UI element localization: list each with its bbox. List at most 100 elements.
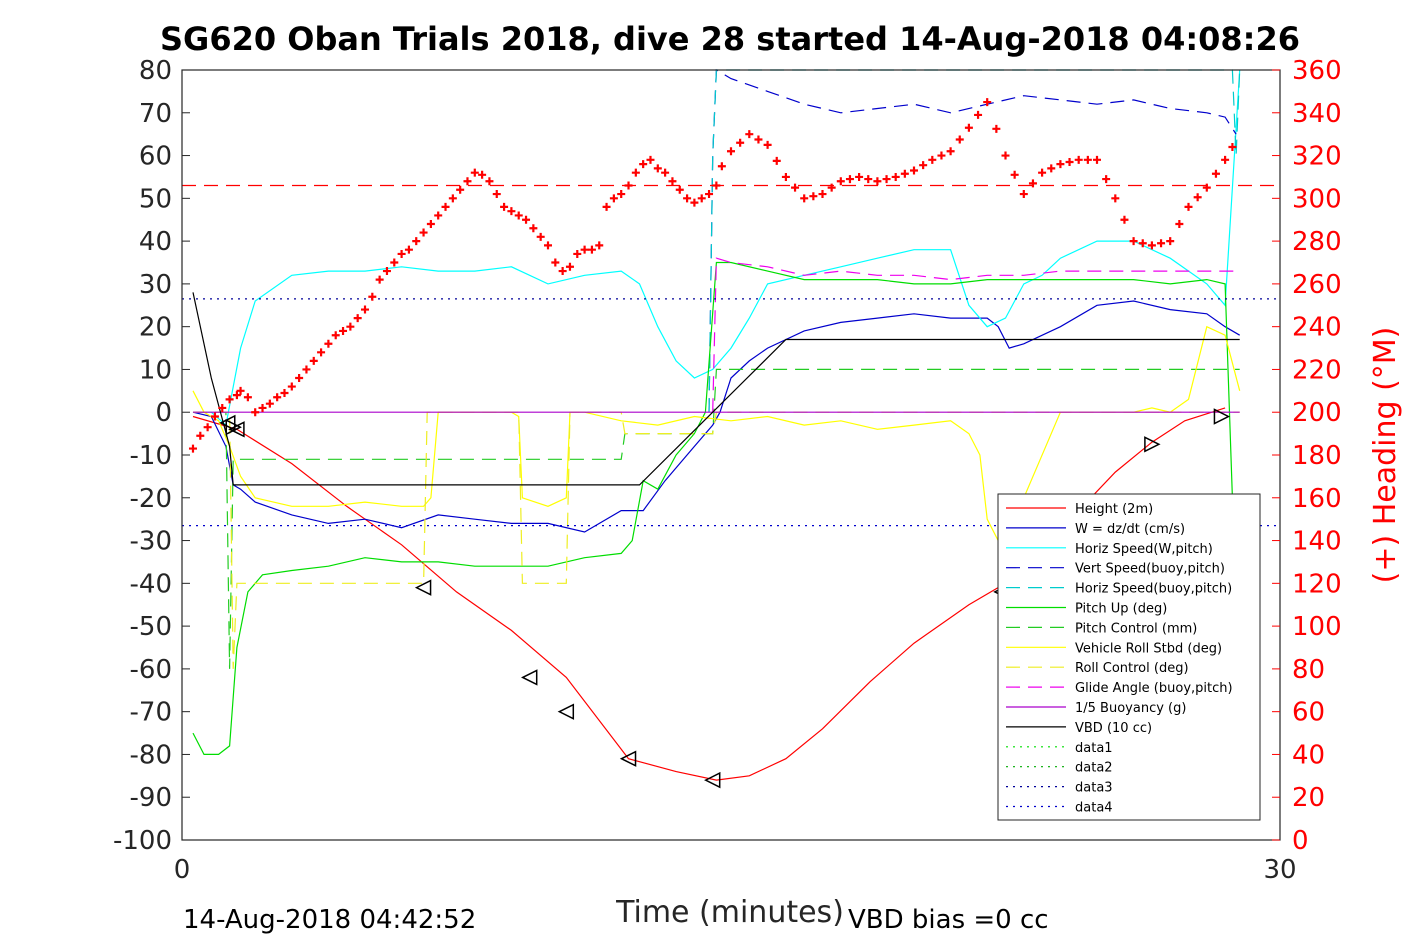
- heading-point-69: [690, 198, 699, 207]
- heading-point-56: [595, 241, 604, 250]
- heading-point-15: [295, 374, 304, 382]
- heading-point-30: [404, 245, 413, 254]
- legend-label-9: Glide Angle (buoy,pitch): [1075, 681, 1233, 696]
- heading-point-8: [243, 393, 252, 402]
- heading-point-82: [800, 194, 809, 203]
- heading-point-81: [791, 183, 800, 192]
- heading-point-23: [353, 314, 362, 323]
- turn-marker-3: [521, 669, 538, 686]
- plot-area: [182, 68, 1280, 781]
- heading-point-88: [855, 172, 864, 181]
- heading-point-47: [529, 224, 538, 233]
- legend-label-15: data4: [1075, 801, 1113, 816]
- heading-point-90: [873, 177, 882, 186]
- turn-marker-8: [1144, 436, 1161, 453]
- chart-title: SG620 Oban Trials 2018, dive 28 started …: [160, 20, 1300, 58]
- heading-point-33: [426, 220, 435, 228]
- right-tick-label-8: 200: [1292, 398, 1342, 428]
- heading-point-9: [251, 408, 260, 417]
- heading-point-70: [697, 194, 706, 203]
- heading-point-11: [265, 399, 274, 408]
- heading-point-120: [1147, 241, 1156, 250]
- heading-point-39: [470, 168, 479, 177]
- heading-point-34: [434, 211, 443, 220]
- right-tick-label-1: 340: [1292, 99, 1342, 129]
- heading-point-41: [485, 177, 494, 186]
- heading-markers: [188, 98, 1237, 453]
- left-tick-label-8: 0: [155, 398, 172, 428]
- heading-point-80: [781, 172, 790, 181]
- heading-point-125: [1193, 193, 1202, 202]
- footer-vbd-bias: VBD bias =0 cc: [848, 905, 1049, 935]
- heading-point-75: [736, 138, 745, 147]
- heading-point-28: [390, 258, 399, 267]
- heading-point-118: [1129, 237, 1138, 246]
- heading-point-32: [419, 228, 428, 237]
- right-axis-label: (+) Heading (°M): [1368, 327, 1403, 584]
- heading-point-85: [827, 183, 836, 192]
- heading-point-59: [617, 190, 626, 199]
- heading-point-53: [573, 249, 582, 258]
- heading-point-62: [639, 160, 648, 169]
- left-tick-label-2: 60: [139, 142, 172, 172]
- heading-point-12: [273, 393, 282, 402]
- heading-point-55: [587, 245, 596, 254]
- left-tick-label-0: 80: [139, 56, 172, 86]
- heading-point-104: [1001, 151, 1010, 160]
- series-line-11: [192, 292, 1240, 486]
- legend-label-2: Horiz Speed(W,pitch): [1075, 542, 1213, 557]
- right-tick-label-17: 20: [1292, 783, 1325, 813]
- legend-label-5: Pitch Up (deg): [1075, 602, 1167, 617]
- heading-point-84: [818, 190, 827, 199]
- heading-point-37: [456, 185, 465, 194]
- heading-point-46: [522, 215, 531, 224]
- left-tick-label-1: 70: [139, 99, 172, 129]
- x-tick-label-1: 30: [1263, 855, 1296, 885]
- heading-point-114: [1093, 155, 1101, 164]
- legend-label-3: Vert Speed(buoy,pitch): [1075, 562, 1225, 577]
- right-tick-label-10: 160: [1292, 484, 1342, 514]
- heading-point-108: [1038, 168, 1047, 177]
- heading-point-0: [188, 444, 197, 453]
- heading-point-112: [1074, 155, 1083, 164]
- heading-point-36: [448, 194, 457, 203]
- right-tick-label-18: 0: [1292, 826, 1309, 856]
- heading-point-64: [653, 164, 662, 173]
- heading-point-66: [668, 177, 677, 186]
- heading-point-2: [203, 423, 212, 432]
- heading-point-31: [412, 237, 421, 246]
- heading-point-7: [236, 386, 245, 395]
- heading-point-98: [946, 147, 955, 156]
- x-axis-label: Time (minutes): [615, 895, 844, 930]
- heading-point-72: [712, 181, 721, 190]
- turn-marker-0: [219, 414, 236, 432]
- x-tick-label-0: 0: [174, 855, 191, 885]
- left-tick-label-18: -100: [113, 826, 172, 856]
- right-tick-label-12: 120: [1292, 569, 1342, 599]
- heading-point-105: [1010, 170, 1019, 179]
- turn-marker-7: [225, 418, 242, 436]
- heading-point-18: [317, 348, 326, 357]
- heading-point-101: [974, 110, 983, 119]
- left-tick-label-4: 40: [139, 227, 172, 257]
- heading-point-124: [1184, 202, 1193, 211]
- heading-point-79: [772, 156, 781, 165]
- heading-point-77: [754, 135, 763, 144]
- right-tick-label-16: 40: [1292, 740, 1325, 770]
- heading-point-6: [232, 391, 241, 400]
- right-tick-label-6: 240: [1292, 313, 1342, 343]
- heading-point-117: [1120, 215, 1129, 224]
- turn-marker-4: [557, 703, 575, 720]
- heading-point-86: [836, 177, 845, 186]
- heading-point-78: [763, 140, 772, 149]
- legend-label-6: Pitch Control (mm): [1075, 621, 1197, 636]
- left-tick-label-5: 30: [139, 270, 172, 300]
- heading-point-122: [1166, 237, 1175, 246]
- heading-point-91: [882, 175, 891, 184]
- heading-point-13: [280, 388, 289, 397]
- heading-point-129: [1228, 143, 1237, 151]
- heading-point-65: [661, 168, 670, 177]
- heading-point-20: [331, 331, 340, 340]
- heading-point-106: [1019, 190, 1028, 199]
